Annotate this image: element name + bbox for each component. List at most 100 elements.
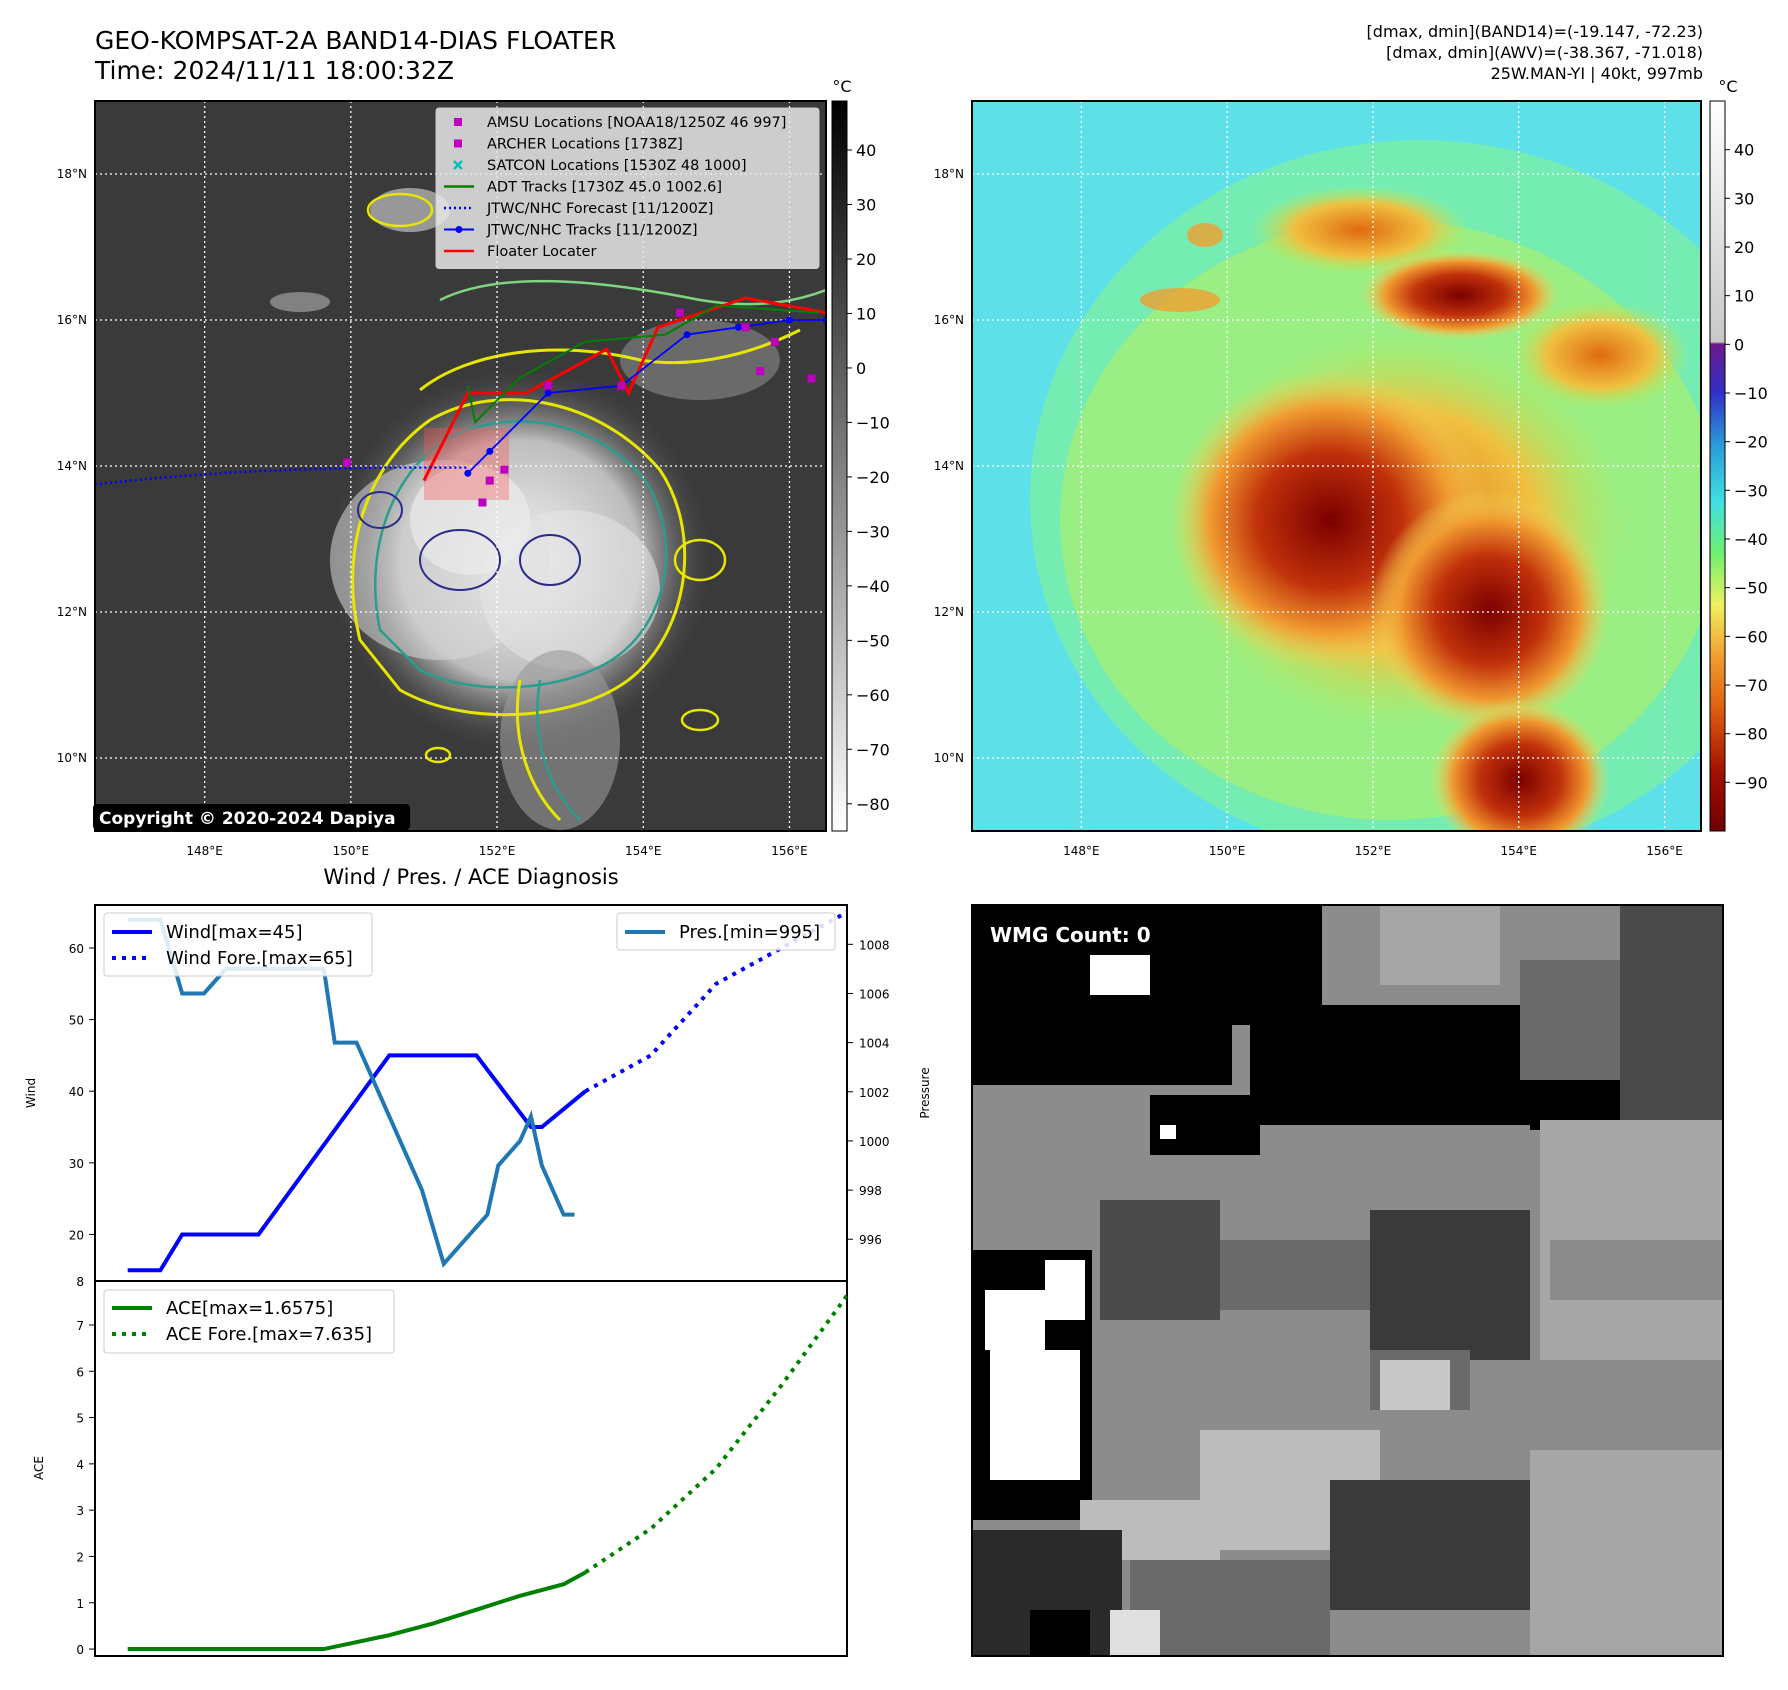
amsu-location-point <box>741 323 750 332</box>
legend-entry-label: SATCON Locations [1530Z 48 1000] <box>487 158 746 174</box>
ir-colorbar <box>831 100 848 832</box>
wind-tick-label: 30 <box>69 1157 84 1171</box>
jtwc-forecast-line <box>95 466 468 486</box>
ir-map-lat-label: 12°N <box>57 605 87 619</box>
pressure-legend-label: Pres.[min=995] <box>679 922 820 943</box>
info-band14-range: [dmax, dmin](BAND14)=(-19.147, -72.23) <box>1366 22 1703 41</box>
awv-colorbar-tick-label: −20 <box>1734 433 1768 452</box>
amsu-location-point <box>756 367 765 376</box>
awv-colorbar-tick-label: 10 <box>1734 287 1754 306</box>
wind-legend-label: Wind[max=45] <box>166 922 303 943</box>
ir-colorbar-tick-label: −80 <box>856 795 890 814</box>
wind-legend: Wind[max=45] Wind Fore.[max=65] <box>103 912 373 977</box>
pressure-tick-label: 1006 <box>859 987 890 1001</box>
wind-axis-label: Wind <box>24 1078 38 1108</box>
color-ir-map-lat-label: 12°N <box>934 605 964 619</box>
ace-tick-label: 7 <box>76 1319 84 1333</box>
ir-map-axis-labels: 148°E 150°E 152°E 154°E 156°E 18°N 16°N 14°N 12°… <box>57 167 808 858</box>
wind-tick-label: 40 <box>69 1085 84 1099</box>
wind-tick-label: 20 <box>69 1228 84 1242</box>
amsu-location-point <box>544 381 553 390</box>
color-ir-map-lat-label: 18°N <box>934 167 964 181</box>
ir-colorbar-unit: °C <box>832 77 851 96</box>
ace-legend: ACE[max=1.6575] ACE Fore.[max=7.635] <box>103 1289 395 1354</box>
ace-tick-label: 5 <box>76 1412 84 1426</box>
pressure-tick-label: 1008 <box>859 938 890 952</box>
awv-colorbar-tick-label: −70 <box>1734 676 1768 695</box>
pressure-tick-label: 1002 <box>859 1086 890 1100</box>
copyright-badge: Copyright © 2020-2024 Dapiya <box>93 804 410 830</box>
jtwc-track-point <box>464 469 472 477</box>
color-ir-map-lon-label: 150°E <box>1209 844 1246 858</box>
pressure-legend: Pres.[min=995] <box>616 912 836 951</box>
amsu-location-point <box>343 458 352 467</box>
ir-colorbar-tick-label: −70 <box>856 740 890 759</box>
ir-colorbar-tick-label: 20 <box>856 250 876 269</box>
ace-tick-label: 4 <box>76 1458 84 1472</box>
awv-colorbar <box>1709 100 1726 832</box>
jtwc-track-point <box>734 323 742 331</box>
wmg-count-label: WMG Count: 0 <box>990 923 1151 947</box>
wind-legend-label: Wind Fore.[max=65] <box>166 948 353 969</box>
ir-colorbar-tick-label: 10 <box>856 304 876 323</box>
legend-marker-dot <box>455 226 463 233</box>
awv-colorbar-tick-label: −80 <box>1734 725 1768 744</box>
ir-map-lat-label: 18°N <box>57 167 87 181</box>
jtwc-track-point <box>544 389 552 397</box>
ir-map-frame <box>94 100 827 832</box>
color-ir-map-gridlines <box>972 101 1701 831</box>
series-ace-forecast-line <box>584 1294 847 1574</box>
pressure-tick-label: 1000 <box>859 1135 890 1149</box>
ace-tick-label: 0 <box>76 1643 84 1657</box>
jtwc-track-point <box>785 316 793 324</box>
ace-tick-label: 1 <box>76 1597 84 1611</box>
color-ir-map-lon-label: 156°E <box>1646 844 1683 858</box>
series-pres-line <box>127 917 575 1268</box>
ace-legend-label: ACE[max=1.6575] <box>166 1298 333 1319</box>
color-ir-map-frame <box>971 100 1702 832</box>
awv-colorbar-tick-label: −60 <box>1734 627 1768 646</box>
awv-colorbar-tick-label: 0 <box>1734 335 1744 354</box>
pressure-tick-label: 996 <box>859 1233 882 1247</box>
color-ir-map-lon-label: 152°E <box>1355 844 1392 858</box>
legend-entry-label: ARCHER Locations [1738Z] <box>487 137 683 153</box>
diagnosis-title: Wind / Pres. / ACE Diagnosis <box>323 865 618 889</box>
wmg-panel <box>972 905 1723 1656</box>
awv-colorbar-ticks: 40 30 20 10 0 −10 −20 −30 −40 −50 −60 −70 −80 −90 <box>1725 141 1768 792</box>
ir-map-lon-label: 148°E <box>186 844 223 858</box>
ir-colorbar-tick-label: −40 <box>856 577 890 596</box>
ir-map-lon-label: 150°E <box>333 844 370 858</box>
pressure-tick-label: 998 <box>859 1184 882 1198</box>
pressure-legend-box <box>616 912 836 951</box>
ace-tick-label: 2 <box>76 1550 84 1564</box>
ir-colorbar-tick-label: 30 <box>856 196 876 215</box>
ir-colorbar-ticks: 40 30 20 10 0 −10 −20 −30 −40 −50 −60 −70 −80 <box>847 141 890 814</box>
wind-tick-label: 60 <box>69 942 84 956</box>
color-ir-map-lon-label: 148°E <box>1063 844 1100 858</box>
ir-colorbar-tick-label: 0 <box>856 359 866 378</box>
awv-colorbar-unit: °C <box>1718 77 1737 96</box>
legend-marker-square <box>454 118 462 126</box>
ir-map-lon-label: 152°E <box>479 844 516 858</box>
ace-axis-label: ACE <box>32 1456 46 1480</box>
color-ir-map-panel <box>972 101 1701 831</box>
awv-colorbar-tick-label: −10 <box>1734 384 1768 403</box>
amsu-location-point <box>675 308 684 317</box>
legend-marker-x <box>453 160 463 170</box>
color-ir-map-axis-labels: 148°E 150°E 152°E 154°E 156°E 18°N 16°N 14°N 12°… <box>934 167 1683 858</box>
ace-tick-label: 6 <box>76 1365 84 1379</box>
pressure-axis-label: Pressure <box>918 1067 932 1118</box>
awv-colorbar-tick-label: 40 <box>1734 141 1754 160</box>
ir-colorbar-tick-label: −20 <box>856 468 890 487</box>
jtwc-track-point <box>683 331 691 339</box>
jtwc-track-line <box>467 319 826 474</box>
awv-colorbar-tick-label: −90 <box>1734 773 1768 792</box>
legend-entry-label: JTWC/NHC Tracks [11/1200Z] <box>486 223 698 239</box>
color-ir-map-lat-label: 16°N <box>934 313 964 327</box>
wind-pres-axes: 20 30 40 50 60 996 998 1000 1002 1004 1006 1008 <box>69 938 890 1247</box>
amsu-location-point <box>485 476 494 485</box>
adt-track-line <box>466 304 819 425</box>
ir-map-lon-label: 154°E <box>625 844 662 858</box>
ir-map-legend: AMSU Locations [NOAA18/1250Z 46 997] ARCH… <box>435 107 820 269</box>
ace-plot <box>127 1294 847 1652</box>
